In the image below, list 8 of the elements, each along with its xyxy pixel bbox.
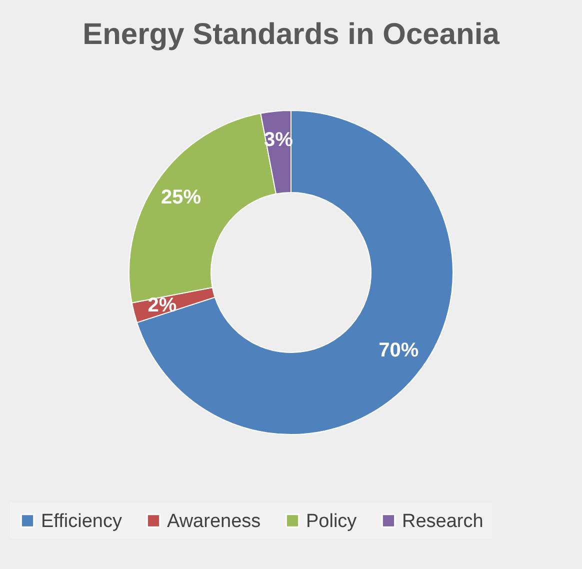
legend-label: Research: [402, 510, 484, 532]
legend-label: Efficiency: [41, 510, 122, 532]
data-label: 70%: [378, 340, 419, 362]
legend-label: Policy: [306, 510, 358, 532]
data-label: 25%: [160, 186, 202, 209]
legend-label: Awareness: [167, 510, 261, 532]
chart-title: Energy Standards in Oceania: [82, 18, 500, 51]
data-label: 2%: [148, 294, 177, 317]
